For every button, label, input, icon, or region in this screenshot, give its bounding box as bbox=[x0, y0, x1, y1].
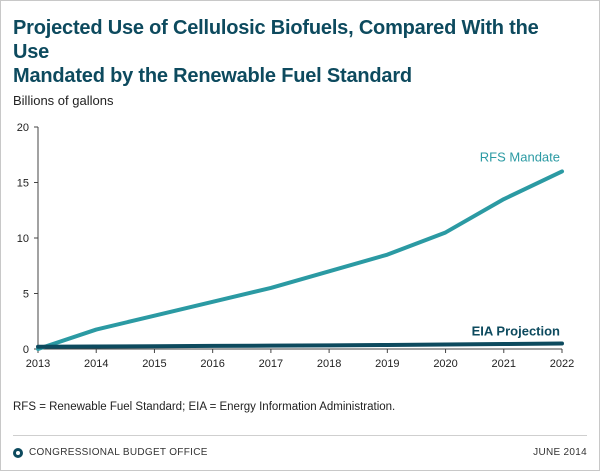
chart-title: Projected Use of Cellulosic Biofuels, Co… bbox=[13, 16, 573, 88]
line-chart: 0 5 10 15 20 2013 2014 2015 2016 2017 2018 2019 2020… bbox=[17, 122, 574, 370]
axes: 0 5 10 15 20 2013 2014 2015 2016 2017 2018 2019 2020… bbox=[17, 122, 574, 370]
x-tick-label: 2016 bbox=[200, 358, 224, 370]
x-tick-label: 2022 bbox=[550, 358, 574, 370]
footnote: RFS = Renewable Fuel Standard; EIA = Ene… bbox=[13, 401, 396, 413]
series-lines bbox=[36, 169, 564, 351]
series-line-eia-projection bbox=[36, 341, 564, 349]
agency-name: CONGRESSIONAL BUDGET OFFICE bbox=[29, 447, 208, 458]
y-tick-label: 15 bbox=[17, 178, 29, 190]
x-tick-label: 2013 bbox=[26, 358, 50, 370]
series-label-rfs-mandate: RFS Mandate bbox=[480, 149, 560, 164]
y-tick-label: 10 bbox=[17, 233, 29, 245]
x-tick-label: 2020 bbox=[433, 358, 457, 370]
x-tick-label: 2015 bbox=[142, 358, 166, 370]
x-tick-label: 2014 bbox=[84, 358, 108, 370]
agency-credit: CONGRESSIONAL BUDGET OFFICE bbox=[13, 447, 208, 458]
y-axis-label: Billions of gallons bbox=[13, 93, 114, 108]
series-labels: RFS Mandate EIA Projection bbox=[472, 149, 560, 338]
chart-title-line-2: Mandated by the Renewable Fuel Standard bbox=[13, 65, 412, 87]
x-tick-label: 2019 bbox=[375, 358, 399, 370]
x-tick-label: 2021 bbox=[492, 358, 516, 370]
y-tick-label: 5 bbox=[23, 289, 29, 301]
footer-divider bbox=[13, 435, 587, 436]
chart-title-line-1: Projected Use of Cellulosic Biofuels, Co… bbox=[13, 17, 539, 63]
y-tick-label: 20 bbox=[17, 122, 29, 134]
x-tick-label: 2017 bbox=[259, 358, 283, 370]
series-label-eia-projection: EIA Projection bbox=[472, 323, 560, 338]
x-tick-label: 2018 bbox=[317, 358, 341, 370]
publication-date: JUNE 2014 bbox=[533, 447, 587, 458]
y-tick-label: 0 bbox=[23, 344, 29, 356]
series-line-rfs-mandate bbox=[36, 169, 564, 351]
cbo-seal-icon bbox=[13, 447, 23, 458]
